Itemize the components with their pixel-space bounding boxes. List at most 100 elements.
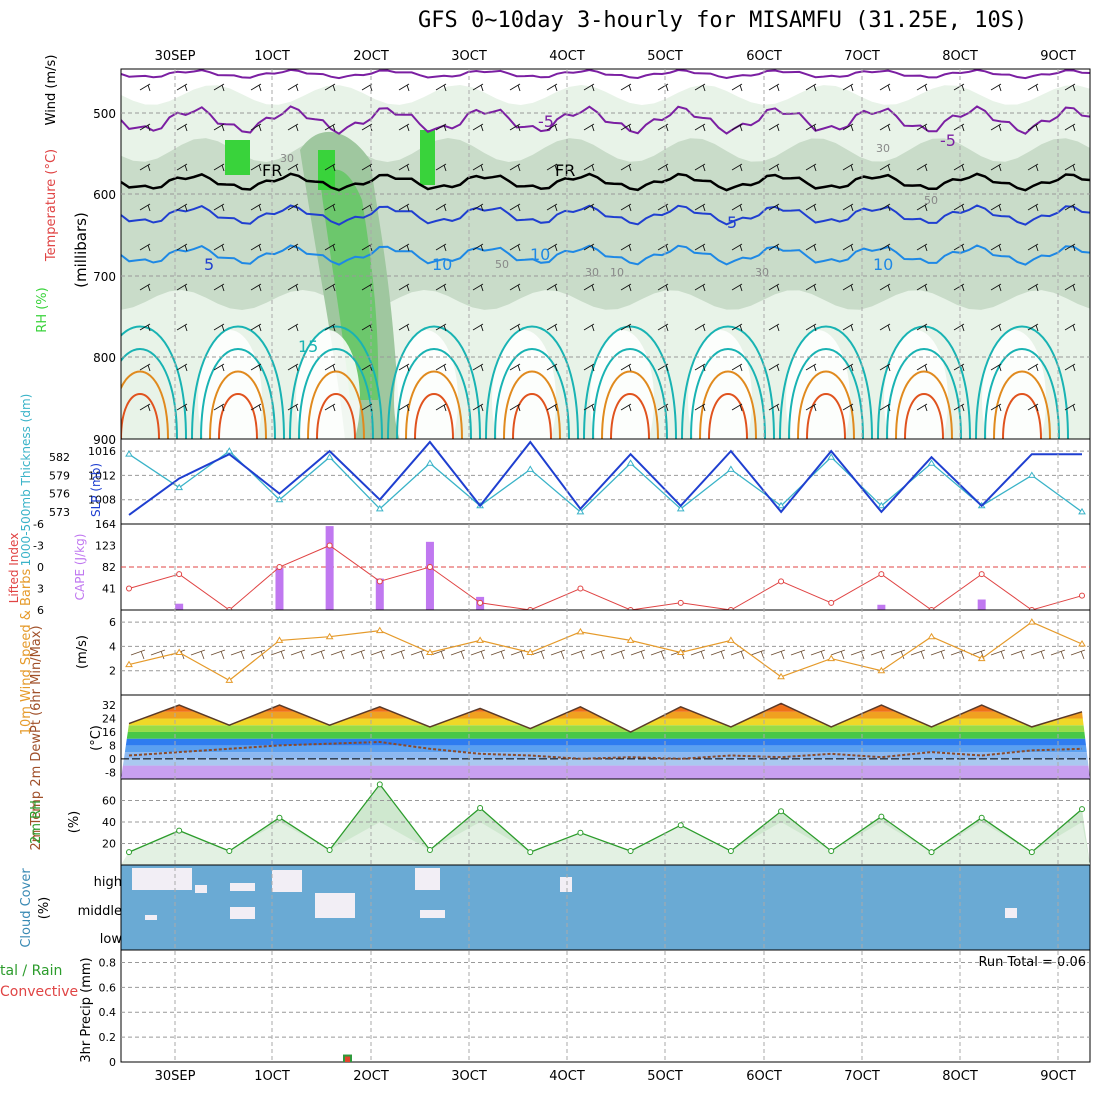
wind10m-barb <box>490 649 506 660</box>
precip-tick: 0.2 <box>99 1031 117 1044</box>
thickness-line-marker <box>1078 507 1086 515</box>
date-label-bottom: 3OCT <box>451 1069 487 1084</box>
rh-line-marker <box>126 849 132 856</box>
wind-barb <box>916 83 928 92</box>
wind-barb <box>1064 323 1076 332</box>
rh-line <box>128 783 1083 853</box>
wind-barb <box>324 243 336 252</box>
wind-barb <box>657 403 669 412</box>
li-tick: 6 <box>37 604 44 617</box>
date-gridlines <box>174 69 1059 1062</box>
rh-tick: 60 <box>102 795 116 808</box>
rh-column-strong <box>320 169 379 400</box>
cape-tick: 82 <box>102 561 116 574</box>
contour-label: 10 <box>530 245 550 264</box>
wind-barb <box>916 163 928 172</box>
contour-label: 50 <box>924 194 938 207</box>
precip-total-label: tal / Rain <box>0 963 62 979</box>
wind-barb <box>139 83 151 92</box>
wind-speed-line-marker <box>626 636 635 643</box>
wind-tick: 4 <box>109 640 116 653</box>
wind-barb <box>805 403 817 412</box>
wind10m-barb <box>310 649 326 660</box>
contour-label: 10 <box>873 255 893 274</box>
wind-barb <box>324 163 336 172</box>
wind-barb <box>546 203 558 212</box>
wind-barb <box>213 403 225 412</box>
wind10m-barb <box>210 649 226 660</box>
wind10m-barb <box>770 649 786 660</box>
warm-contour <box>806 393 846 439</box>
wind-barb <box>1064 123 1076 132</box>
wind-barb <box>620 163 632 172</box>
temp-tick: 32 <box>102 699 116 712</box>
wind-barb <box>176 283 188 292</box>
wind-speed-line <box>128 621 1083 682</box>
wind-barb <box>472 83 484 92</box>
wind-speed-line-marker <box>526 648 535 655</box>
wind-barb <box>731 323 743 332</box>
warm-contour <box>209 370 267 439</box>
wind-barb <box>139 283 151 292</box>
cloud-patch <box>145 915 157 920</box>
cape-tick: 41 <box>102 583 116 596</box>
li-tick: -6 <box>33 518 44 531</box>
wind-barb <box>213 203 225 212</box>
lifted-index-line-marker <box>878 571 885 578</box>
wind-barb <box>546 323 558 332</box>
wind10m-barb <box>890 649 906 660</box>
rh-high-patches <box>225 130 435 190</box>
warm-contour <box>1002 393 1042 439</box>
wind-barb <box>657 243 669 252</box>
contour-label: -5 <box>940 131 956 150</box>
wind-barb <box>176 83 188 92</box>
date-label-top: 8OCT <box>942 49 978 64</box>
slp-tick: 1012 <box>88 469 116 482</box>
dewpoint-line <box>128 740 1083 760</box>
wind-barb <box>805 123 817 132</box>
wind-barb <box>583 363 595 372</box>
cape-bar <box>275 568 284 610</box>
lifted-index-line-marker <box>1079 592 1085 599</box>
temperature-contours <box>121 69 1090 439</box>
wind-barb <box>916 123 928 132</box>
wind-barb <box>953 123 965 132</box>
wind-barb <box>287 283 299 292</box>
wind-speed-line-marker <box>175 648 184 655</box>
warm-contour <box>779 325 873 439</box>
wind10m-barb <box>330 649 346 660</box>
rh-line-marker <box>928 849 935 856</box>
wind-barb <box>916 203 928 212</box>
pressure-axis-label: (millibars) <box>72 212 90 288</box>
cloud-patch <box>560 877 572 892</box>
wind-barb <box>435 243 447 252</box>
warm-contour <box>121 348 178 439</box>
wind-barb <box>583 203 595 212</box>
thickness-line-marker <box>175 483 184 491</box>
wind-barb <box>472 243 484 252</box>
contour-label: 5 <box>727 213 737 232</box>
warm-contour <box>121 325 187 439</box>
wind-barb <box>768 243 780 252</box>
wind-barb <box>805 283 817 292</box>
temp-tick: 0 <box>109 753 116 766</box>
wind10m-barb <box>370 649 386 660</box>
wind10m-barb <box>810 649 826 660</box>
temp-band <box>121 758 1090 766</box>
wind-barb <box>324 123 336 132</box>
date-label-top: 4OCT <box>549 49 585 64</box>
precip-tick: 0.6 <box>99 981 117 994</box>
warm-contour <box>886 348 962 439</box>
thk-tick: 573 <box>49 506 70 519</box>
wind-barb <box>213 243 225 252</box>
precip-frame <box>120 949 1091 1063</box>
thickness-line-marker <box>827 453 836 460</box>
wind-barb <box>768 123 780 132</box>
wind-barb <box>1027 323 1039 332</box>
date-label-top: 30SEP <box>155 49 196 64</box>
wind-barb <box>990 283 1002 292</box>
wind-barb <box>768 403 780 412</box>
warm-contour <box>904 393 944 439</box>
wind-barb <box>546 403 558 412</box>
